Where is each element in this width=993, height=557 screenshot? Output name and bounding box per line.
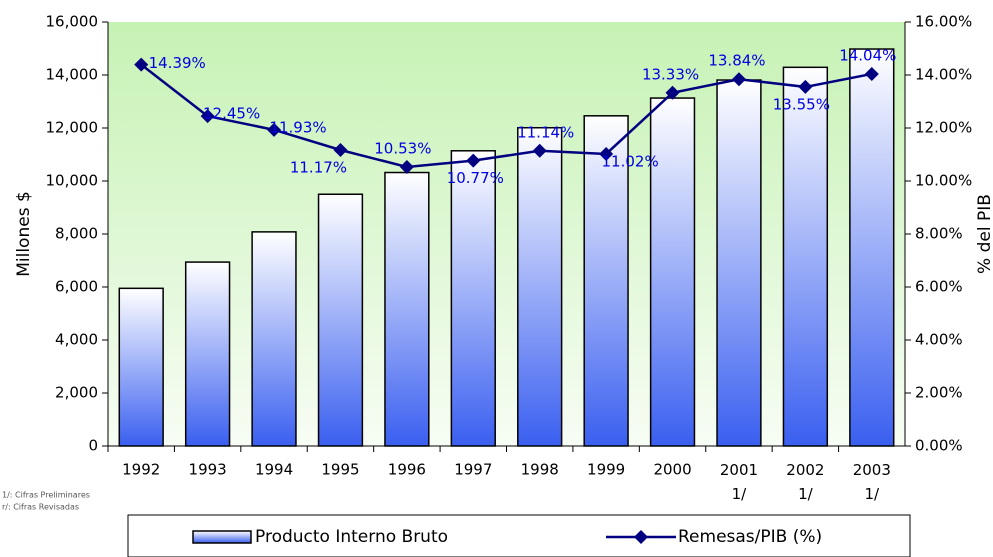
bar <box>317 193 364 447</box>
y2-tick-label: 2.00% <box>915 384 963 402</box>
y-tick-label: 12,000 <box>46 119 99 137</box>
data-label: 11.02% <box>602 152 659 170</box>
marker <box>532 143 547 158</box>
x-tick-label: 1998 <box>521 461 559 479</box>
y-tick-label: 6,000 <box>55 278 98 296</box>
marker <box>134 57 149 72</box>
x-tick-label: 1996 <box>388 461 426 479</box>
x-tick-label: 1992 <box>122 461 160 479</box>
data-label: 10.53% <box>374 139 431 157</box>
bar <box>583 115 629 447</box>
marker <box>665 85 680 100</box>
y-tick-label: 10,000 <box>46 172 99 190</box>
line <box>140 63 873 169</box>
marker <box>466 153 481 168</box>
plot-area <box>108 22 905 446</box>
marker <box>798 79 813 94</box>
marker <box>864 66 879 81</box>
x-tick-label: 2001 1/ <box>720 461 758 503</box>
y-tick-label: 8,000 <box>55 225 98 243</box>
legend <box>127 514 911 557</box>
x-tick-label: 1994 <box>255 461 293 479</box>
note: 1/: Cifras Preliminares <box>2 491 90 500</box>
data-label: 13.84% <box>708 52 765 70</box>
y2-tick-label: 14.00% <box>915 66 972 84</box>
data-label: 14.39% <box>149 54 206 72</box>
bar <box>849 48 895 447</box>
marker <box>599 146 614 161</box>
x-tick-label: 2003 1/ <box>853 461 891 503</box>
bar <box>649 97 696 447</box>
legend-label: Producto Interno Bruto <box>255 527 448 547</box>
marker <box>333 142 348 157</box>
x-tick-label: 1997 <box>454 461 492 479</box>
x-tick-label: 1993 <box>189 461 227 479</box>
y-tick-label: 14,000 <box>46 66 99 84</box>
bar <box>384 171 430 447</box>
x-tick-label: 2000 <box>653 461 691 479</box>
data-label: 10.77% <box>447 169 504 187</box>
y2-tick-label: 8.00% <box>915 225 963 243</box>
y2-tick-label: 6.00% <box>915 278 963 296</box>
y2-axis-title: % del PIB <box>975 194 993 274</box>
y-tick-label: 4,000 <box>55 331 98 349</box>
legend-swatch <box>192 530 252 544</box>
y-axis-title: Millones $ <box>14 191 34 277</box>
x-tick-label: 2002 1/ <box>786 461 824 503</box>
bar <box>716 79 762 447</box>
y2-tick-label: 12.00% <box>915 119 972 137</box>
legend-marker <box>634 530 648 544</box>
bar <box>251 231 297 447</box>
note: r/: Cifras Revisadas <box>2 503 79 512</box>
y2-tick-label: 4.00% <box>915 331 963 349</box>
data-label: 13.33% <box>642 65 699 83</box>
marker <box>399 159 414 174</box>
y-tick-label: 2,000 <box>55 384 98 402</box>
data-label: 11.17% <box>290 158 347 176</box>
data-label: 11.93% <box>269 118 326 136</box>
marker <box>731 72 746 87</box>
data-label: 11.14% <box>517 123 574 141</box>
x-tick-label: 1999 <box>587 461 625 479</box>
bar <box>184 261 231 447</box>
data-label: 13.55% <box>773 95 830 113</box>
marker <box>200 109 215 124</box>
marker <box>267 122 282 137</box>
bar <box>450 150 496 447</box>
bar <box>782 66 829 447</box>
bar <box>118 287 164 447</box>
data-label: 14.04% <box>839 46 896 64</box>
y2-tick-label: 0.00% <box>915 437 963 455</box>
legend-label: Remesas/PIB (%) <box>678 527 822 547</box>
bar <box>517 126 563 447</box>
x-tick-label: 1995 <box>321 461 359 479</box>
y2-tick-label: 16.00% <box>915 13 972 31</box>
y-tick-label: 0 <box>88 437 98 455</box>
data-label: 12.45% <box>203 105 260 123</box>
y-tick-label: 16,000 <box>46 13 99 31</box>
y2-tick-label: 10.00% <box>915 172 972 190</box>
